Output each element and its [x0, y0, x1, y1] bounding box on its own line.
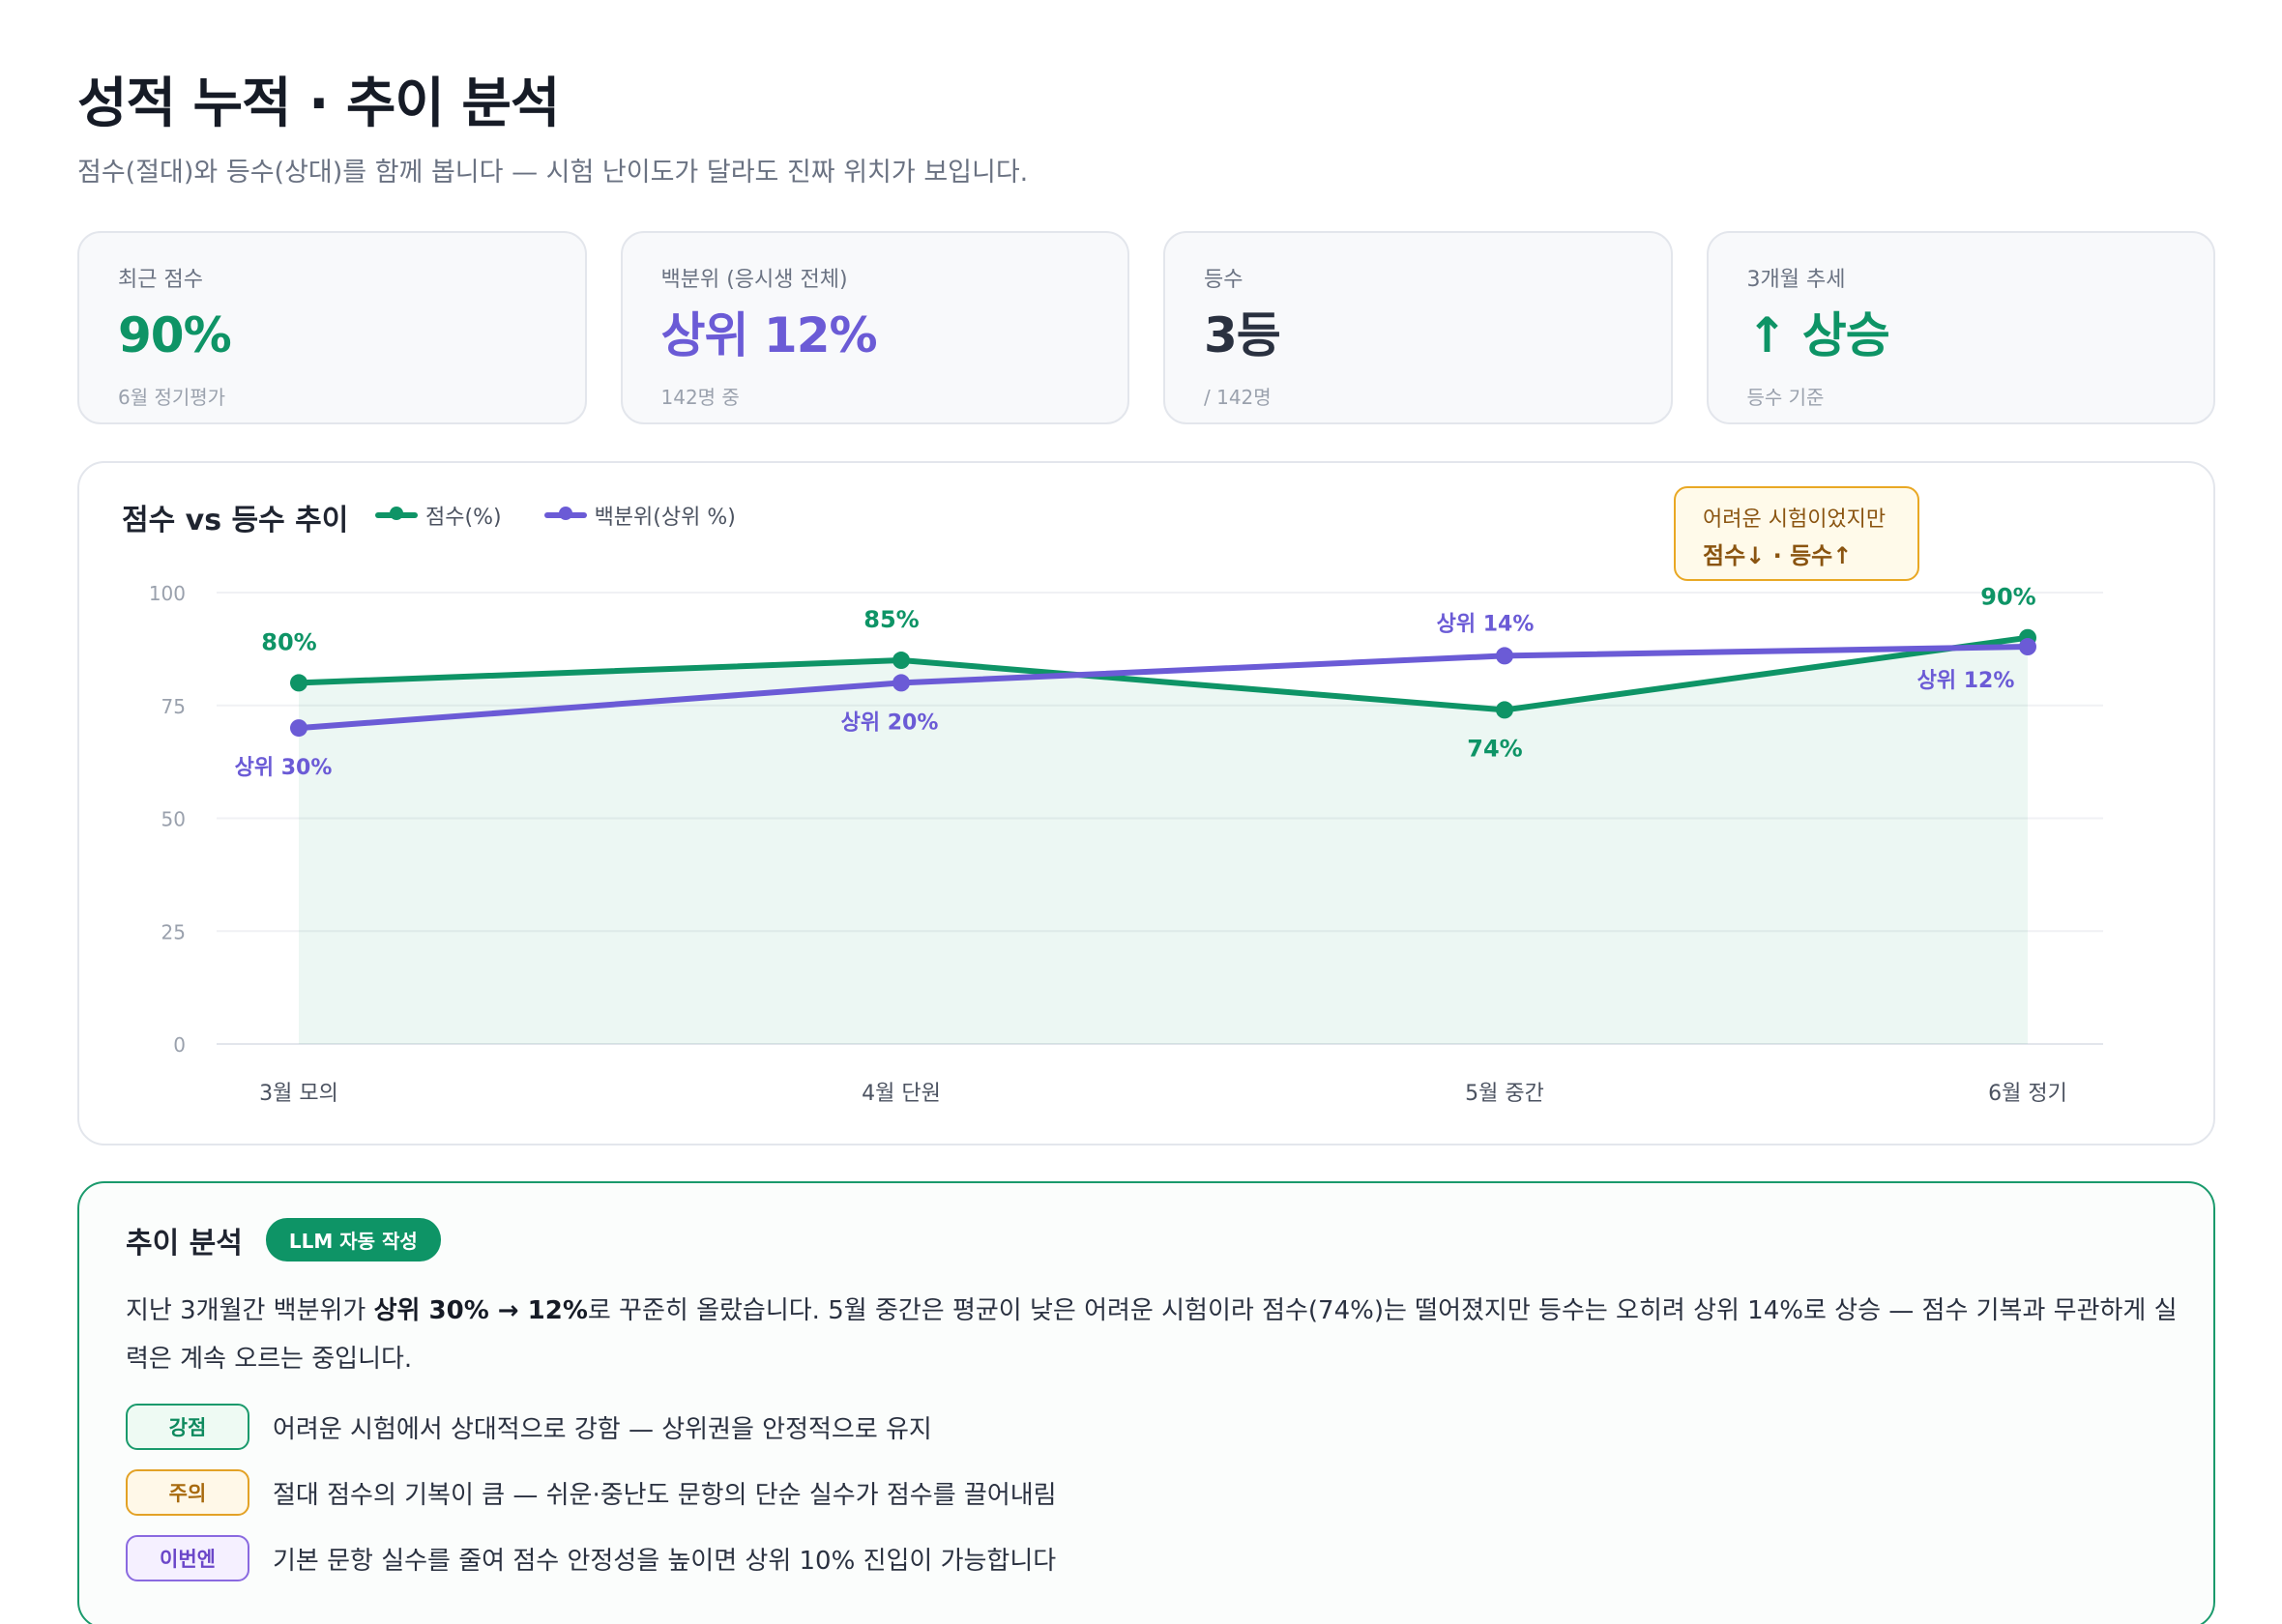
kpi-sub: 등수 기준 [1746, 386, 1825, 409]
legend-label-score: 점수(%) [425, 506, 502, 530]
percentile-data-label: 상위 30% [235, 756, 333, 780]
analysis-row-next: 이번엔 기본 문항 실수를 줄여 점수 안정성을 높이면 상위 10% 진입이 … [126, 1534, 2167, 1582]
y-tick-label: 25 [161, 920, 186, 943]
row-text: 어려운 시험에서 상대적으로 강함 — 상위권을 안정적으로 유지 [273, 1414, 932, 1444]
score-point [290, 674, 307, 692]
tag-next: 이번엔 [126, 1535, 249, 1581]
legend-item-percentile: 백분위(상위 %) [543, 500, 736, 531]
legend-swatch-percentile [543, 507, 587, 520]
x-tick-label: 6월 정기 [1988, 1082, 2067, 1106]
kpi-card-recent-score: 최근 점수 90% 6월 정기평가 [77, 231, 587, 424]
row-text: 기본 문항 실수를 줄여 점수 안정성을 높이면 상위 10% 진입이 가능합니… [273, 1546, 1057, 1576]
kpi-value: 90% [118, 307, 232, 363]
score-area [299, 637, 2028, 1044]
analysis-body-pre: 지난 3개월간 백분위가 [126, 1296, 374, 1325]
analysis-header: 추이 분석 LLM 자동 작성 [126, 1218, 2167, 1262]
score-line [296, 634, 2031, 713]
kpi-label: 등수 [1204, 268, 1243, 292]
analysis-body-bold: 상위 30% → 12% [373, 1296, 588, 1325]
kpi-card-trend: 3개월 추세 ↑ 상승 등수 기준 [1706, 231, 2215, 424]
y-tick-label: 75 [161, 695, 186, 718]
analysis-title: 추이 분석 [126, 1226, 243, 1261]
y-tick-label: 100 [149, 582, 186, 605]
analysis-body-post: 로 꾸준히 올랐습니다. 5월 중간은 평균이 낮은 어려운 시험이라 점수(7… [126, 1296, 2178, 1374]
y-tick-label: 50 [161, 808, 186, 831]
chart-callout: 어려운 시험이었지만 점수↓ · 등수↑ [1674, 486, 1919, 581]
page-title: 성적 누적 · 추이 분석 [77, 72, 560, 135]
llm-badge: LLM 자동 작성 [265, 1218, 441, 1262]
percentile-point [290, 719, 307, 738]
kpi-label: 3개월 추세 [1746, 268, 1846, 292]
callout-line2: 점수↓ · 등수↑ [1703, 542, 1853, 569]
score-data-label: 80% [261, 628, 316, 655]
percentile-point [892, 674, 910, 692]
kpi-label: 백분위 (응시생 전체) [660, 268, 848, 292]
score-data-label: 74% [1467, 735, 1522, 762]
legend-swatch-score [375, 507, 418, 520]
kpi-card-rank: 등수 3등 / 142명 [1163, 231, 1673, 424]
percentile-line [296, 644, 2031, 732]
legend-label-percentile: 백분위(상위 %) [594, 506, 736, 530]
chart-card: 점수 vs 등수 추이 점수(%) 백분위(상위 %) 0 25 50 75 100 3월… [77, 461, 2215, 1146]
callout-line1: 어려운 시험이었지만 [1703, 508, 1887, 532]
legend-item-score: 점수(%) [375, 500, 502, 531]
score-point [892, 652, 910, 670]
y-tick-label: 0 [173, 1033, 186, 1057]
kpi-value: 상위 12% [660, 307, 878, 363]
score-data-label: 90% [1980, 584, 2035, 611]
percentile-point [1496, 647, 1513, 665]
percentile-data-label: 상위 20% [841, 710, 939, 735]
analysis-row-strength: 강점 어려운 시험에서 상대적으로 강함 — 상위권을 안정적으로 유지 [126, 1403, 2167, 1451]
percentile-point [2019, 638, 2036, 656]
x-tick-label: 5월 중간 [1465, 1082, 1544, 1106]
score-data-label: 85% [863, 606, 919, 633]
kpi-label: 최근 점수 [118, 268, 203, 292]
kpi-row: 최근 점수 90% 6월 정기평가 백분위 (응시생 전체) 상위 12% 14… [77, 231, 2215, 424]
kpi-card-percentile: 백분위 (응시생 전체) 상위 12% 142명 중 [620, 231, 1129, 424]
x-tick-label: 4월 단원 [862, 1082, 941, 1106]
row-text: 절대 점수의 기복이 큼 — 쉬운·중난도 문항의 단순 실수가 점수를 끌어내… [273, 1480, 1057, 1510]
score-point [1496, 701, 1513, 719]
percentile-data-label: 상위 12% [1917, 669, 2015, 693]
kpi-sub: 6월 정기평가 [118, 386, 226, 409]
analysis-rows: 강점 어려운 시험에서 상대적으로 강함 — 상위권을 안정적으로 유지 주의 … [126, 1403, 2167, 1582]
x-tick-label: 3월 모의 [259, 1082, 338, 1106]
chart-plot: 0 25 50 75 100 3월 모의 4월 단원 5월 중간 6월 정기 80% 85% 74% 9… [149, 582, 2103, 1106]
chart-title: 점수 vs 등수 추이 [122, 504, 349, 537]
analysis-body: 지난 3개월간 백분위가 상위 30% → 12%로 꾸준히 올랐습니다. 5월… [126, 1287, 2185, 1383]
kpi-sub: / 142명 [1204, 386, 1272, 409]
analysis-card: 추이 분석 LLM 자동 작성 지난 3개월간 백분위가 상위 30% → 12… [77, 1181, 2215, 1624]
kpi-value: ↑ 상승 [1746, 307, 1890, 363]
kpi-value: 3등 [1204, 307, 1281, 363]
analysis-row-caution: 주의 절대 점수의 기복이 큼 — 쉬운·중난도 문항의 단순 실수가 점수를 … [126, 1468, 2167, 1517]
page-subtitle: 점수(절대)와 등수(상대)를 함께 봅니다 — 시험 난이도가 달라도 진짜 … [77, 158, 1029, 188]
tag-caution: 주의 [126, 1469, 249, 1516]
chart-legend: 점수(%) 백분위(상위 %) [375, 500, 736, 531]
percentile-data-label: 상위 14% [1437, 612, 1535, 636]
tag-strength: 강점 [126, 1404, 249, 1450]
kpi-sub: 142명 중 [660, 386, 740, 409]
